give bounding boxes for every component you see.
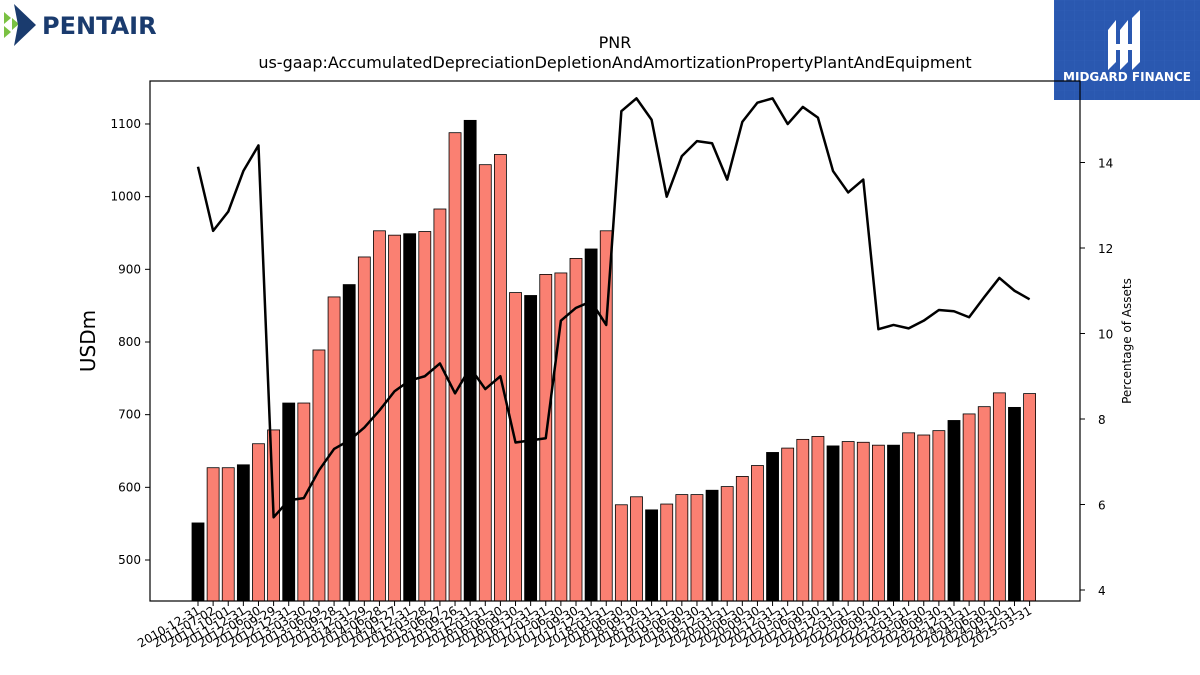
y-tick-label: 600 [118,480,141,494]
bar-2021-12-31 [826,445,840,602]
bar-2024-03-31 [962,413,976,602]
bar-2016-09-30 [509,292,522,602]
right-axis: 4 6 8 10 12 14 [1080,157,1113,598]
bar-2021-09-30 [811,436,825,602]
bar-2021-06-30 [796,438,810,602]
bar-2015-12-31 [463,119,477,602]
chart-subtitle: us-gaap:AccumulatedDepreciationDepletion… [258,53,971,72]
y-tick-label: 800 [118,335,141,349]
bars-layer [191,119,1036,602]
midgard-logo-mark [1108,10,1140,70]
bar-2019-12-31 [705,489,719,602]
y-tick-label: 500 [118,553,141,567]
y2-axis-label: Percentage of Assets [1120,278,1134,404]
bar-2021-03-31 [781,447,795,602]
pentair-logo: PENTAIR [4,4,157,46]
bar-2022-03-31 [841,441,855,602]
bar-2024-06-30 [977,406,991,602]
line-layer [196,97,1031,519]
bar-2013-03-30 [297,402,311,602]
bar-2015-09-26 [448,132,462,602]
bar-2014-09-27 [388,234,401,602]
plot-frame [149,80,1081,602]
bar-2019-03-31 [660,503,674,602]
bar-2011-07-02 [206,467,220,602]
bar-2023-03-31 [902,432,916,602]
bar-2020-06-30 [735,476,749,602]
bar-2024-12-31 [1008,406,1021,602]
y-axis-label: USDm [76,310,100,372]
bar-2024-09-30 [992,392,1006,602]
bottom-axis: 2010-12-312011-07-022011-10-012011-12-31… [135,601,1034,650]
bar-2022-06-30 [856,441,870,602]
bar-2023-12-31 [947,420,961,602]
y2-tick-label: 8 [1098,413,1106,427]
y2-tick-label: 14 [1098,157,1113,171]
bar-2018-09-30 [630,496,643,602]
y2-tick-label: 4 [1098,584,1106,598]
pentair-logo-mark [4,4,36,46]
left-axis: 500 600 700 800 900 1000 1100 [110,117,150,567]
chart-title: PNR [599,33,632,52]
y-tick-label: 1100 [110,117,141,131]
bar-2018-03-31 [599,230,613,602]
bar-2011-12-31 [236,464,250,602]
midgard-finance-watermark: MIDGARD FINANCE [1054,0,1200,100]
bar-2015-03-28 [418,231,432,602]
bar-2018-12-31 [645,509,658,602]
bar-2010-12-31 [191,522,205,602]
pentair-logo-text: PENTAIR [42,12,157,40]
bar-2015-06-27 [433,208,447,602]
bar-2022-12-31 [887,444,900,602]
y2-tick-label: 10 [1098,328,1113,342]
y-tick-label: 900 [118,262,141,276]
bar-2019-06-30 [675,494,689,602]
bar-2020-09-30 [751,465,764,602]
percent-line [196,97,1031,519]
bar-2012-06-30 [252,443,265,602]
bar-2014-12-31 [403,233,417,602]
bar-2022-09-30 [872,444,885,602]
bar-2023-06-30 [917,434,931,602]
midgard-logo-text: MIDGARD FINANCE [1063,70,1191,84]
y2-tick-label: 6 [1098,499,1106,513]
bar-2020-12-31 [766,452,779,602]
bar-2018-06-30 [614,504,628,602]
bar-2011-10-01 [221,467,235,602]
y-tick-label: 1000 [110,190,141,204]
bar-2016-12-31 [524,295,538,602]
y-tick-label: 700 [118,408,141,422]
bar-2025-03-31 [1023,393,1036,602]
bar-2020-03-31 [720,486,734,602]
y2-tick-label: 12 [1098,242,1113,256]
bar-2019-09-30 [690,494,704,602]
bar-2023-09-30 [932,430,946,602]
